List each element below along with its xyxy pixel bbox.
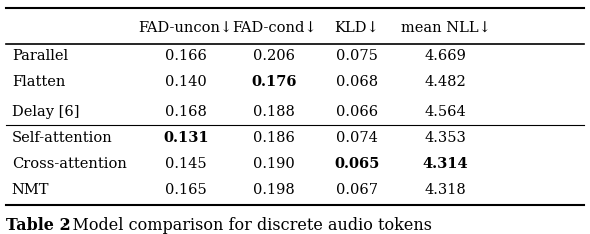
- Text: FAD-cond↓: FAD-cond↓: [232, 20, 317, 34]
- Text: 4.353: 4.353: [425, 131, 466, 145]
- Text: 0.186: 0.186: [254, 131, 295, 145]
- Text: 0.131: 0.131: [163, 131, 209, 145]
- Text: 0.066: 0.066: [336, 105, 378, 119]
- Text: KLD↓: KLD↓: [335, 20, 379, 34]
- Text: 4.482: 4.482: [425, 75, 466, 89]
- Text: Cross-attention: Cross-attention: [12, 157, 127, 171]
- Text: Self-attention: Self-attention: [12, 131, 113, 145]
- Text: 0.198: 0.198: [254, 183, 295, 197]
- Text: 0.168: 0.168: [165, 105, 206, 119]
- Text: mean NLL↓: mean NLL↓: [401, 20, 490, 34]
- Text: 4.314: 4.314: [422, 157, 468, 171]
- Text: Parallel: Parallel: [12, 49, 68, 63]
- Text: FAD-uncon↓: FAD-uncon↓: [139, 20, 233, 34]
- Text: Flatten: Flatten: [12, 75, 65, 89]
- Text: 0.067: 0.067: [336, 183, 378, 197]
- Text: 4.564: 4.564: [425, 105, 466, 119]
- Text: 0.075: 0.075: [336, 49, 378, 63]
- Text: 0.166: 0.166: [165, 49, 206, 63]
- Text: : Model comparison for discrete audio tokens: : Model comparison for discrete audio to…: [62, 216, 432, 234]
- Text: Delay [6]: Delay [6]: [12, 105, 79, 119]
- Text: 0.145: 0.145: [165, 157, 206, 171]
- Text: 4.318: 4.318: [425, 183, 466, 197]
- Text: Table 2: Table 2: [6, 216, 71, 234]
- Text: 0.165: 0.165: [165, 183, 206, 197]
- Text: 0.065: 0.065: [335, 157, 379, 171]
- Text: 0.074: 0.074: [336, 131, 378, 145]
- Text: 0.068: 0.068: [336, 75, 378, 89]
- Text: NMT: NMT: [12, 183, 50, 197]
- Text: 4.669: 4.669: [425, 49, 466, 63]
- Text: 0.206: 0.206: [253, 49, 296, 63]
- Text: 0.140: 0.140: [165, 75, 206, 89]
- Text: 0.190: 0.190: [254, 157, 295, 171]
- Text: 0.188: 0.188: [254, 105, 295, 119]
- Text: 0.176: 0.176: [251, 75, 297, 89]
